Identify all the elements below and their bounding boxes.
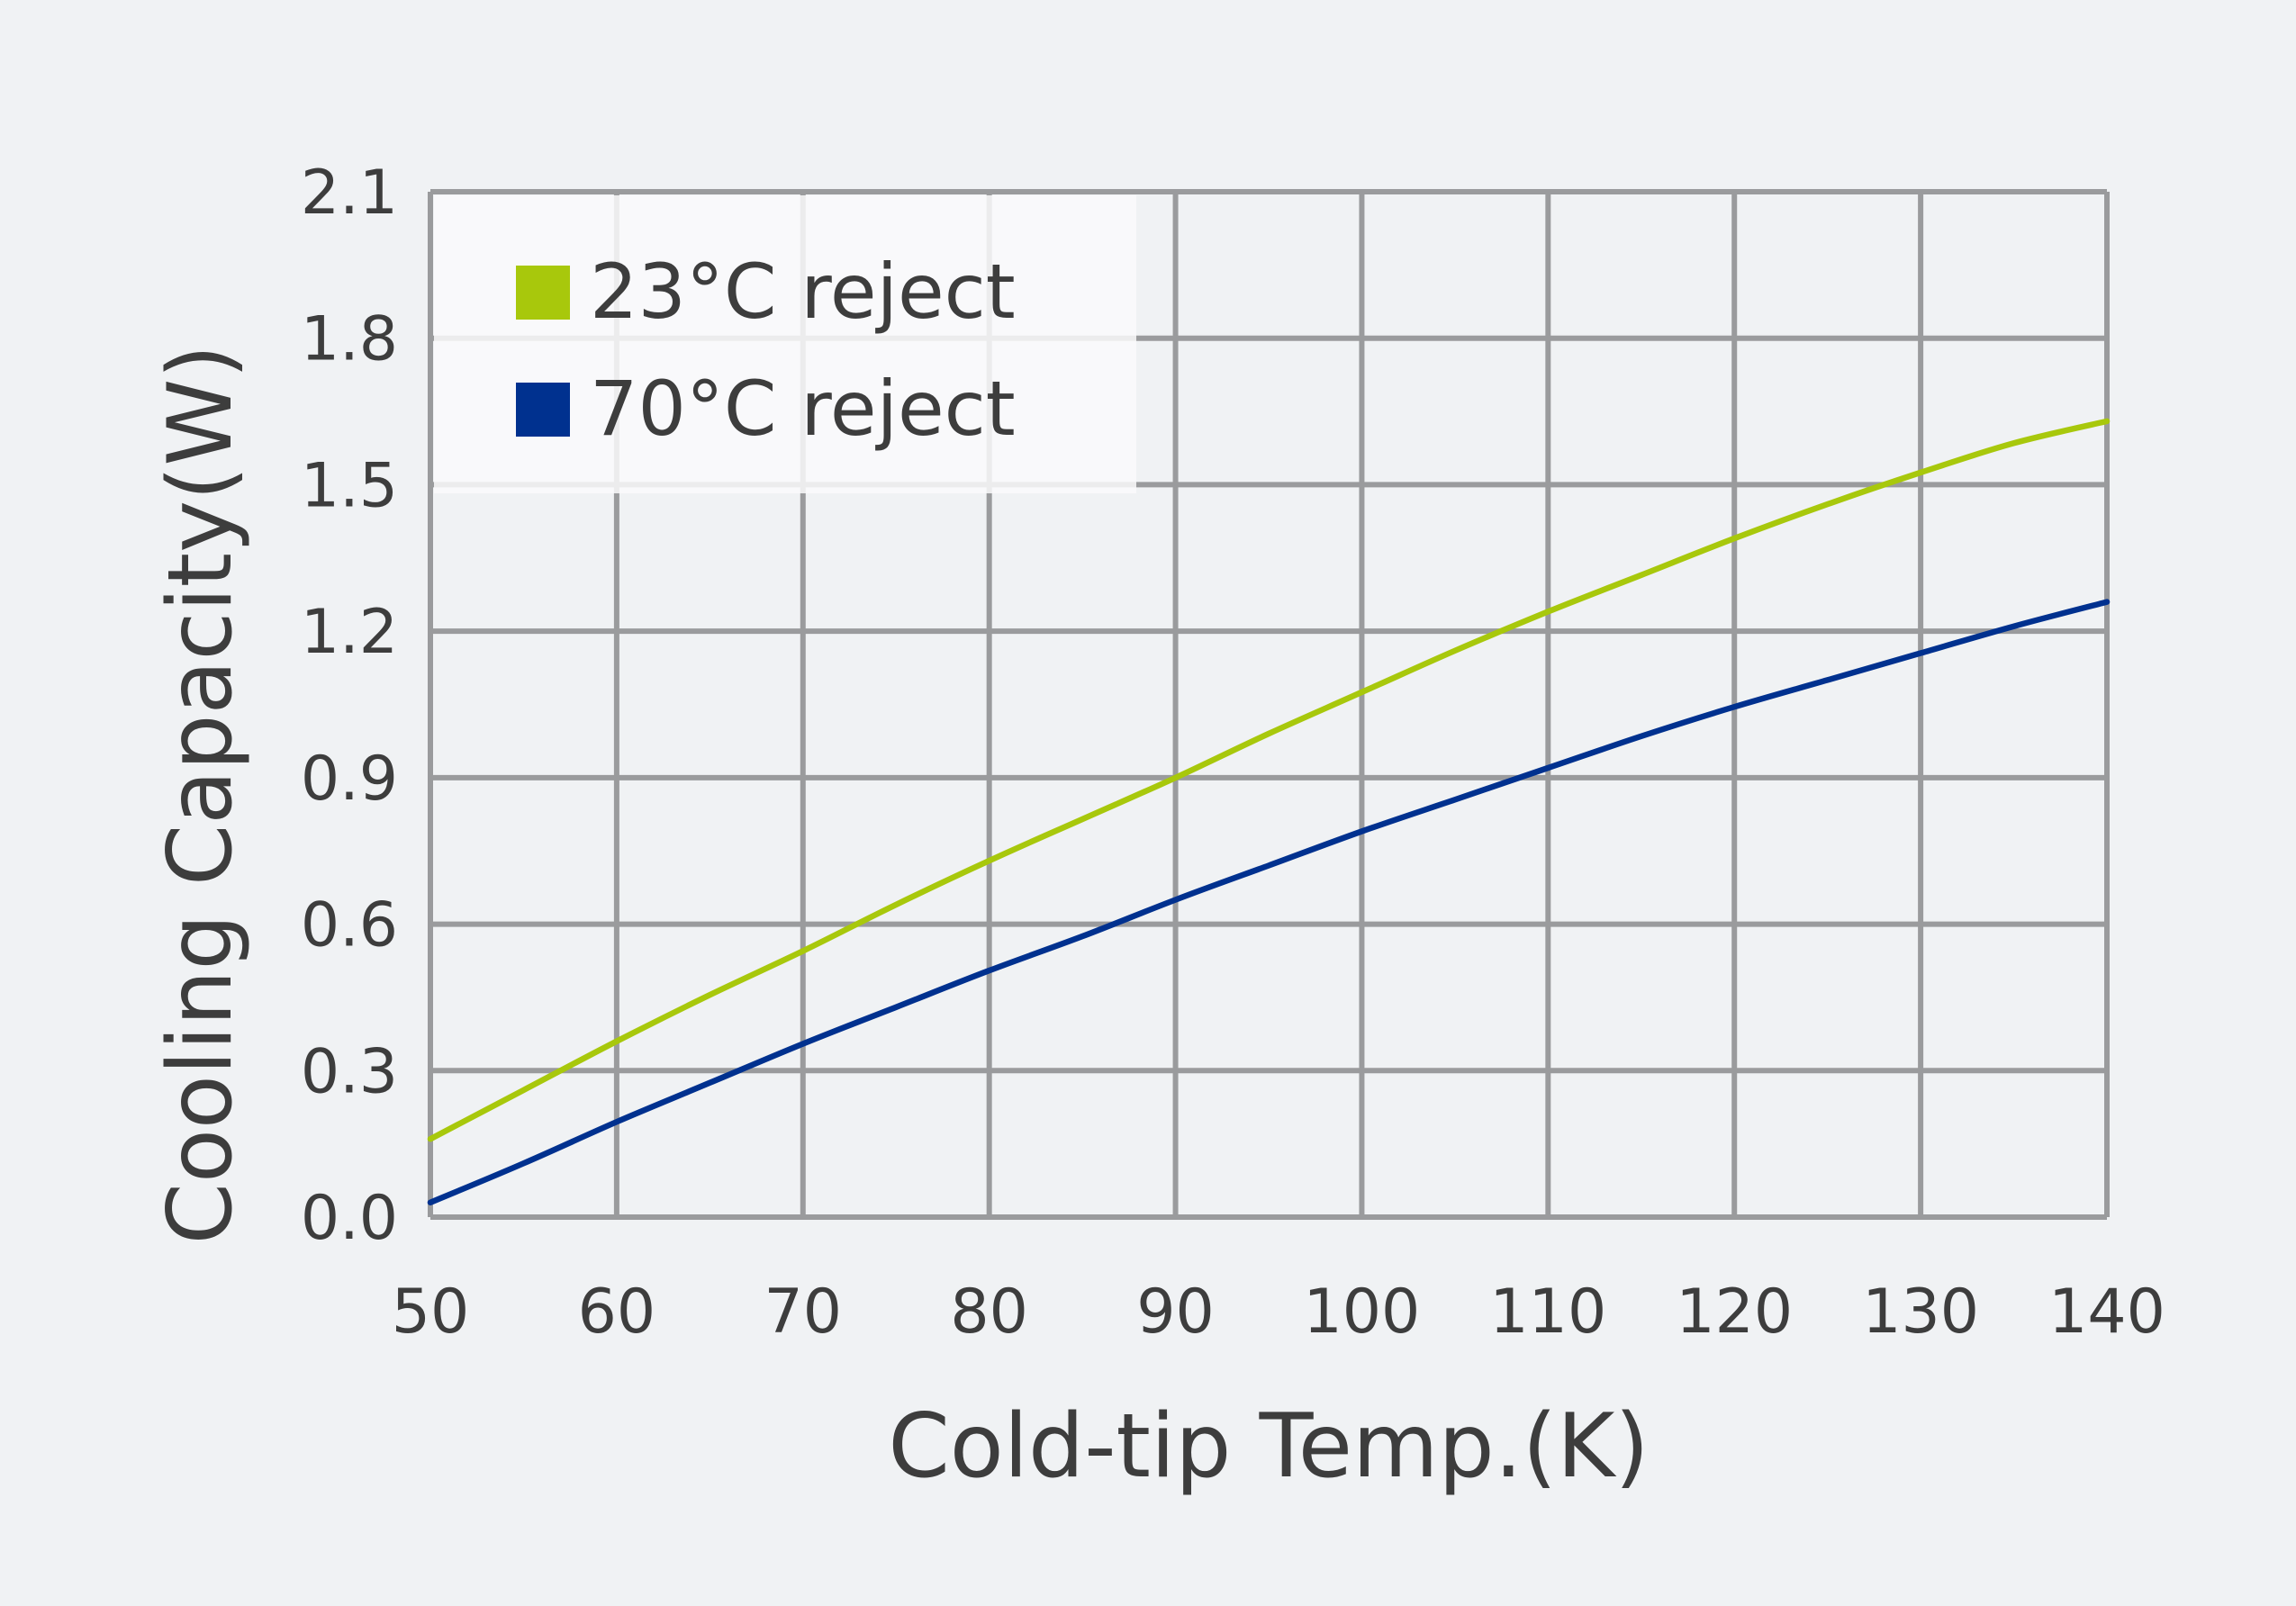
x-tick-label: 110 <box>1489 1277 1606 1348</box>
series-line-1 <box>427 599 2111 1205</box>
grid <box>428 189 2110 1220</box>
x-tick-label: 50 <box>392 1277 470 1348</box>
x-tick-label: 80 <box>950 1277 1028 1348</box>
legend-label: 23°C reject <box>590 248 1016 336</box>
series-line-0 <box>427 418 2111 1142</box>
legend: 23°C reject 70°C reject <box>516 248 1016 453</box>
y-tick-label: 0.3 <box>301 1036 398 1107</box>
legend-swatch <box>516 383 570 437</box>
y-tick-label: 0.0 <box>301 1183 398 1254</box>
x-tick-label: 70 <box>764 1277 843 1348</box>
y-tick-labels: 0.0 0.3 0.6 0.9 1.2 1.5 1.8 2.1 <box>301 158 398 1254</box>
x-tick-label: 120 <box>1676 1277 1793 1348</box>
legend-label: 70°C reject <box>590 365 1016 453</box>
x-tick-label: 90 <box>1136 1277 1215 1348</box>
x-tick-label: 60 <box>578 1277 656 1348</box>
y-axis-title: Cooling Capacity(W) <box>149 345 252 1245</box>
legend-box <box>434 195 1136 493</box>
y-tick-label: 1.8 <box>301 304 398 375</box>
x-axis-title: Cold-tip Temp.(K) <box>888 1395 1649 1498</box>
legend-background <box>434 195 1136 493</box>
y-tick-label: 0.6 <box>301 890 398 961</box>
y-tick-label: 2.1 <box>301 158 398 229</box>
legend-swatch <box>516 266 570 320</box>
y-tick-label: 1.5 <box>301 450 398 521</box>
y-tick-label: 1.2 <box>301 597 398 668</box>
x-tick-label: 140 <box>2048 1277 2165 1348</box>
y-tick-label: 0.9 <box>301 744 398 815</box>
x-tick-labels: 50 60 70 80 90 100 110 120 130 140 <box>392 1277 2165 1348</box>
series-lines <box>427 418 2111 1205</box>
x-tick-label: 100 <box>1304 1277 1421 1348</box>
x-tick-label: 130 <box>1862 1277 1979 1348</box>
